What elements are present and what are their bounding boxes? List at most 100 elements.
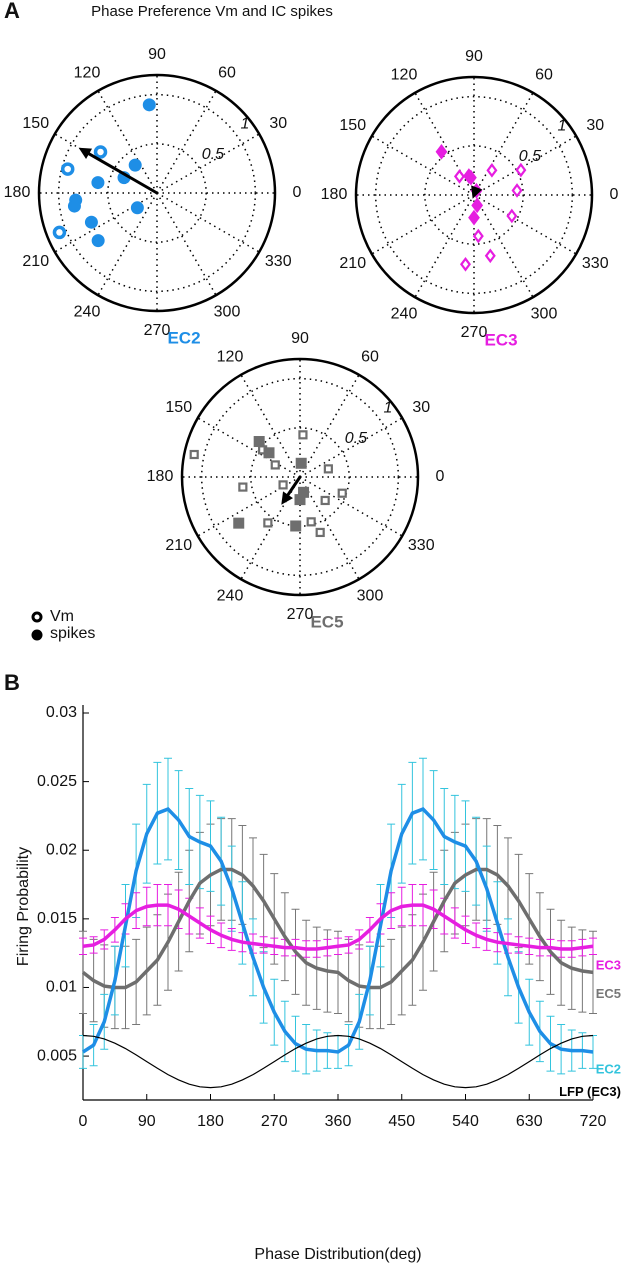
ring: [57, 93, 257, 293]
x-tick-label: 630: [516, 1113, 543, 1130]
data-point: [253, 436, 265, 448]
y-tick-label: 0.015: [37, 910, 77, 927]
angle-label: 60: [535, 67, 553, 84]
data-point: [506, 208, 518, 224]
arrow-shaft: [83, 149, 158, 195]
data-point: [263, 518, 273, 528]
x-tick-label: 90: [138, 1113, 156, 1130]
angle-label: 210: [339, 255, 366, 272]
angle-label: 180: [321, 186, 348, 203]
angle-label: 330: [408, 537, 435, 554]
angle-label: 300: [531, 306, 558, 323]
y-tick-label: 0.01: [46, 979, 77, 996]
x-axis-title: Phase Distribution(deg): [254, 1246, 421, 1263]
x-tick-label: 0: [79, 1113, 88, 1130]
data-point: [337, 488, 347, 498]
angle-label: 150: [22, 115, 49, 132]
data-point: [189, 449, 199, 460]
spoke: [156, 192, 260, 253]
legend-marker: [31, 611, 43, 623]
spoke: [414, 194, 475, 298]
spoke: [299, 417, 403, 478]
data-point: [295, 457, 307, 469]
spoke: [371, 135, 475, 196]
spoke: [473, 194, 534, 298]
series-label: EC2: [596, 1061, 621, 1076]
data-point: [93, 145, 108, 159]
data-point: [263, 447, 275, 459]
angle-label: 240: [74, 304, 101, 321]
data-point: [290, 520, 302, 532]
arrow-head: [471, 185, 483, 199]
data-point: [465, 169, 477, 186]
angle-label: 60: [218, 65, 236, 82]
panel-label: B: [4, 670, 20, 695]
angle-label: 30: [269, 115, 287, 132]
data-point: [471, 197, 484, 214]
ring: [374, 95, 574, 295]
angle-label: 0: [436, 468, 445, 485]
spoke: [473, 135, 577, 196]
series-label: EC3: [596, 958, 621, 973]
angle-label: 300: [214, 304, 241, 321]
y-axis-title: Firing Probability: [15, 847, 32, 966]
angle-label: 0: [610, 186, 619, 203]
data-point: [515, 162, 527, 178]
angle-label: 30: [412, 399, 430, 416]
spoke: [97, 192, 158, 296]
data-point: [484, 248, 496, 264]
chart-label: EC2: [167, 328, 200, 347]
data-point: [52, 225, 67, 240]
series-line: [82, 807, 594, 1054]
data-point: [486, 163, 498, 178]
ring: [424, 145, 524, 245]
data-point: [435, 143, 448, 160]
spoke: [240, 374, 301, 478]
data-point: [128, 158, 142, 172]
arrow-head: [281, 491, 293, 505]
data-point: [472, 228, 484, 244]
angle-label: 60: [361, 349, 379, 366]
r-tick-label: 0.5: [202, 146, 224, 163]
y-tick-label: 0.005: [37, 1047, 77, 1064]
data-point: [91, 176, 105, 190]
data-point: [60, 162, 75, 176]
angle-label: 120: [74, 65, 101, 82]
legend-label: Vm: [50, 608, 74, 625]
angle-label: 120: [217, 349, 244, 366]
ring: [107, 143, 207, 243]
data-point: [306, 517, 316, 527]
angle-label: 180: [4, 184, 31, 201]
angle-label: 330: [265, 253, 292, 270]
angle-label: 0: [293, 184, 302, 201]
r-tick-label: 0.5: [345, 430, 367, 447]
series-line: [82, 1034, 594, 1089]
x-tick-label: 450: [388, 1113, 415, 1130]
arrow-head: [78, 147, 93, 159]
angle-label: 270: [287, 606, 314, 623]
angle-label: 150: [165, 399, 192, 416]
data-point: [130, 201, 144, 215]
data-point: [233, 517, 245, 529]
chart-label: EC3: [484, 330, 517, 349]
series-line: [81, 867, 594, 990]
legend-marker: [31, 629, 43, 641]
angle-label: 90: [148, 46, 166, 63]
y-tick-label: 0.02: [46, 841, 77, 858]
data-point: [459, 256, 471, 272]
angle-label: 210: [165, 537, 192, 554]
outer-circle: [180, 357, 420, 597]
figure-title: Phase Preference Vm and IC spikes: [91, 3, 333, 20]
angle-label: 90: [465, 48, 483, 65]
r-tick-label: 1: [557, 118, 566, 135]
data-point: [298, 486, 310, 498]
angle-label: 270: [461, 324, 488, 341]
angle-label: 240: [217, 588, 244, 605]
angle-label: 300: [357, 588, 384, 605]
spoke: [156, 192, 217, 296]
data-point: [91, 234, 105, 248]
data-point: [238, 482, 248, 492]
data-point: [315, 527, 325, 538]
angle-label: 240: [391, 306, 418, 323]
ring: [200, 377, 400, 577]
